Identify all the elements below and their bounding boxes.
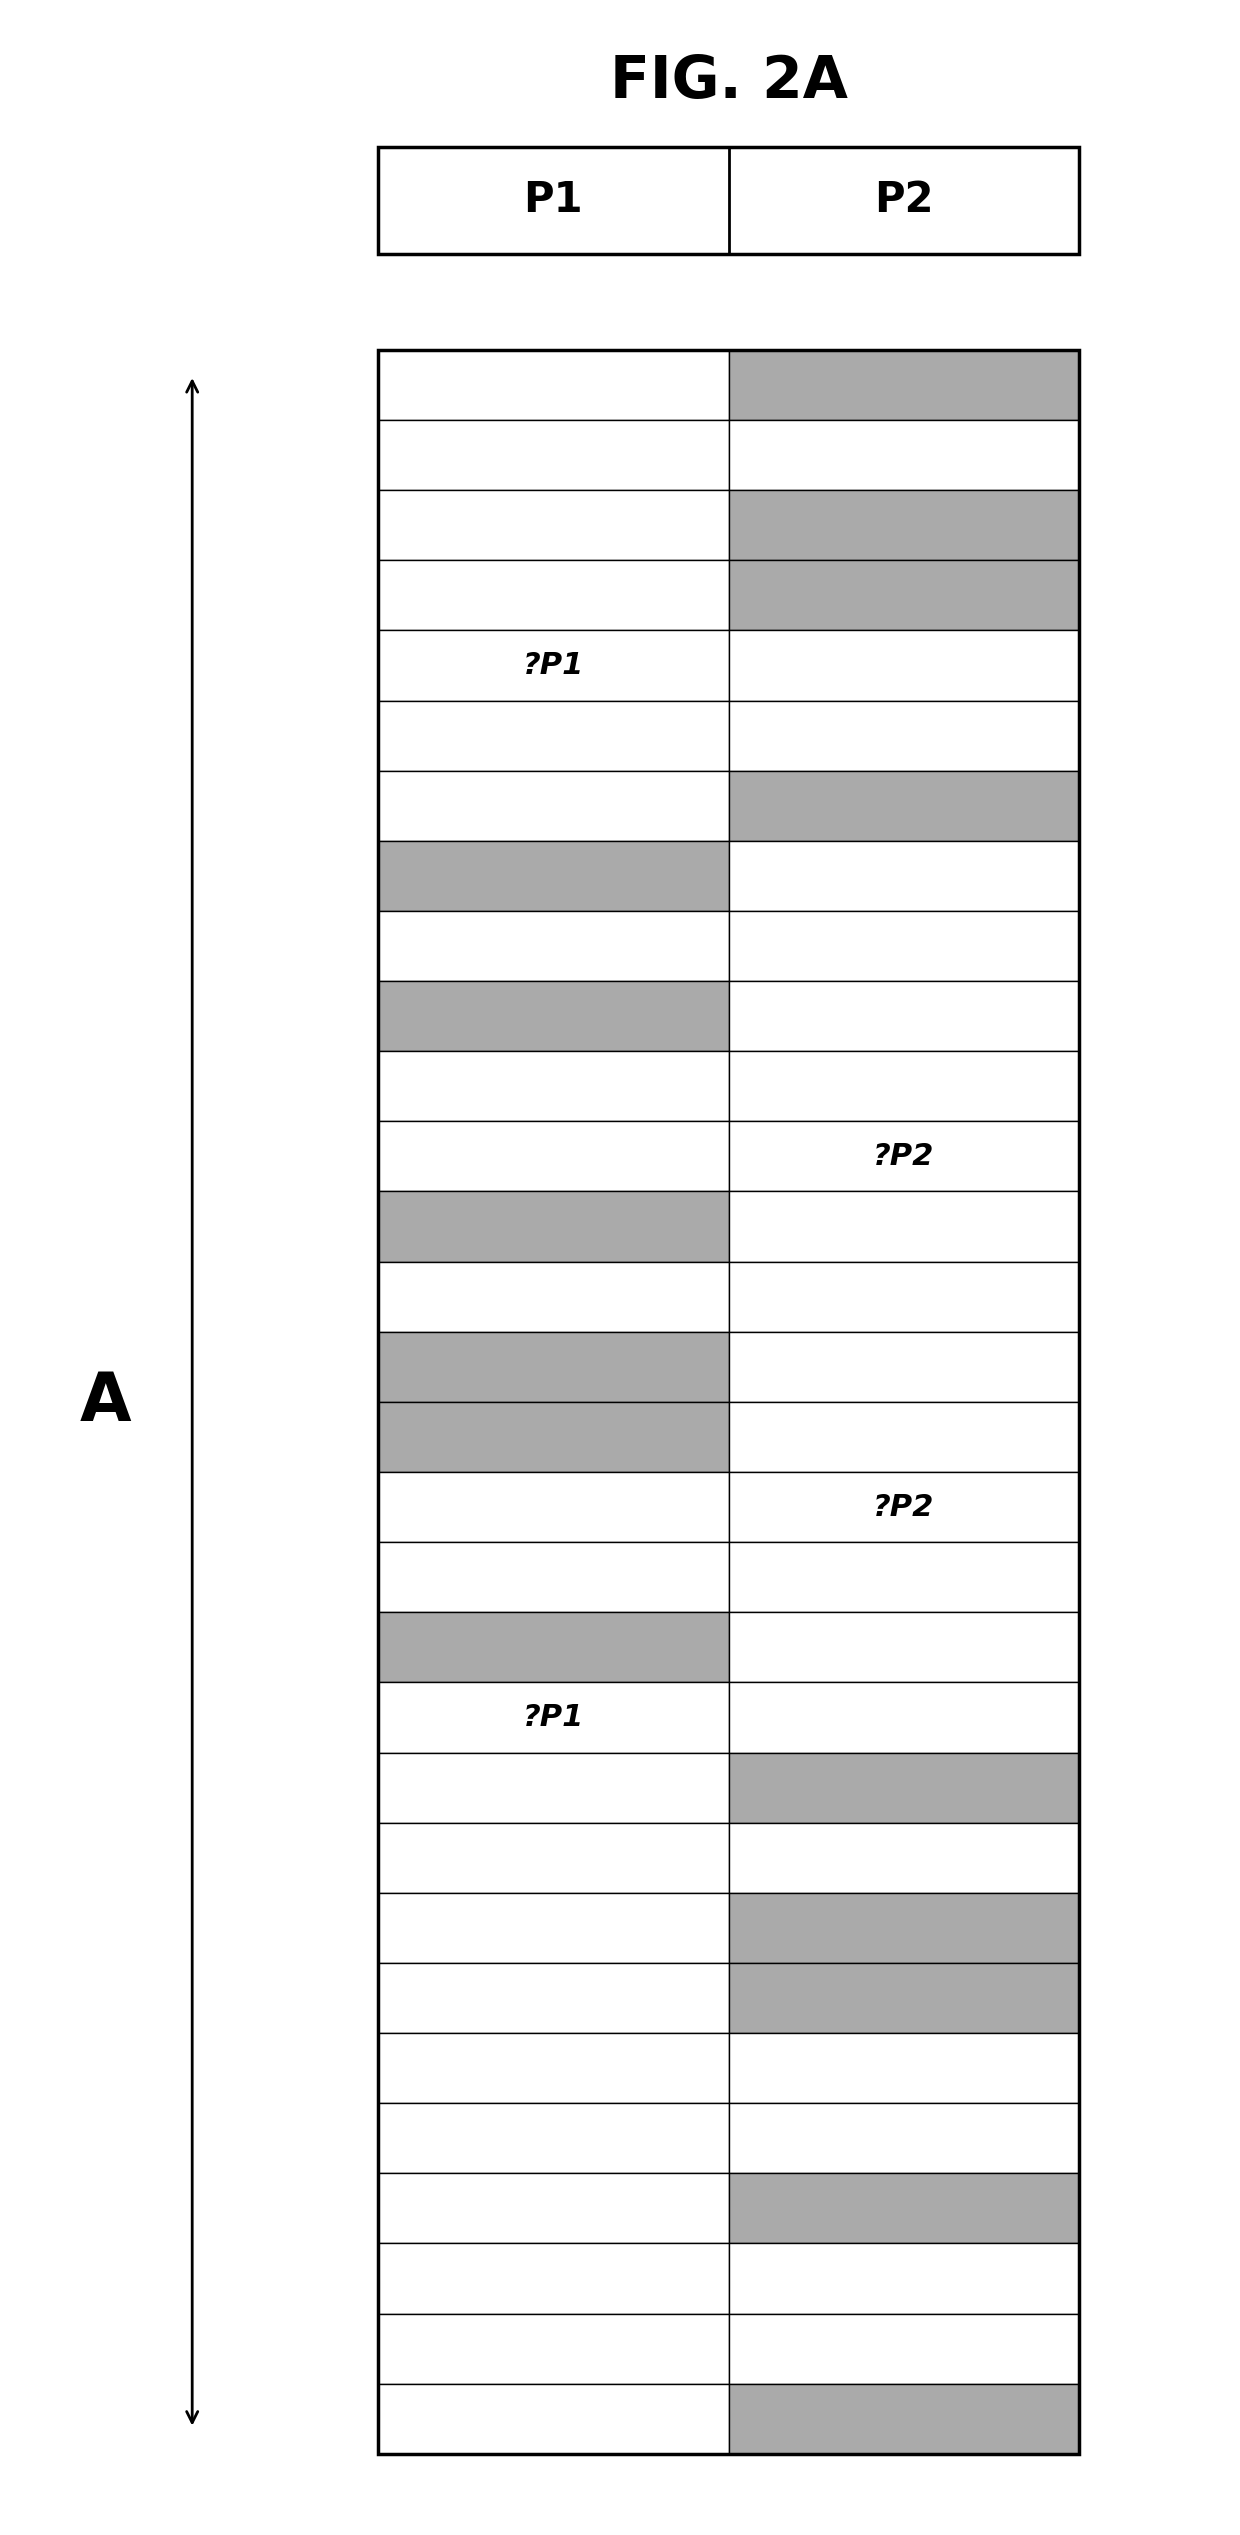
- Bar: [378, 2104, 729, 2172]
- Bar: [378, 1052, 729, 1120]
- Bar: [729, 700, 1079, 771]
- Bar: [729, 1331, 1079, 1402]
- Text: ?P1: ?P1: [523, 651, 584, 679]
- Bar: [378, 1120, 729, 1191]
- Bar: [378, 910, 729, 981]
- Bar: [378, 1894, 729, 1962]
- Bar: [378, 2314, 729, 2383]
- Bar: [729, 1262, 1079, 1331]
- Bar: [378, 700, 729, 771]
- Bar: [378, 1752, 729, 1823]
- Bar: [378, 842, 729, 910]
- Bar: [729, 2383, 1079, 2454]
- Bar: [729, 1752, 1079, 1823]
- Bar: [378, 2172, 729, 2243]
- Text: ?P2: ?P2: [873, 1493, 934, 1521]
- Bar: [729, 2243, 1079, 2314]
- Bar: [378, 1823, 729, 1894]
- Bar: [378, 1541, 729, 1612]
- Text: P1: P1: [523, 180, 583, 221]
- Bar: [378, 1262, 729, 1331]
- Bar: [729, 842, 1079, 910]
- Bar: [729, 1612, 1079, 1683]
- Text: ?P2: ?P2: [873, 1141, 934, 1171]
- Bar: [729, 1191, 1079, 1262]
- Bar: [378, 1962, 729, 2033]
- Bar: [729, 1683, 1079, 1752]
- Bar: [729, 1120, 1079, 1191]
- Bar: [729, 1052, 1079, 1120]
- Bar: [729, 1402, 1079, 1473]
- Bar: [729, 2033, 1079, 2104]
- Bar: [378, 560, 729, 631]
- Bar: [378, 981, 729, 1052]
- Bar: [729, 631, 1079, 700]
- Text: P2: P2: [874, 180, 934, 221]
- Bar: [378, 2383, 729, 2454]
- Text: ?P1: ?P1: [523, 1704, 584, 1731]
- Bar: [378, 1473, 729, 1541]
- Bar: [729, 489, 1079, 560]
- Bar: [378, 631, 729, 700]
- Text: A: A: [79, 1369, 131, 1435]
- Bar: [729, 910, 1079, 981]
- Bar: [378, 350, 1079, 2454]
- Bar: [378, 1191, 729, 1262]
- Bar: [729, 421, 1079, 489]
- Bar: [378, 2243, 729, 2314]
- Bar: [378, 421, 729, 489]
- Bar: [378, 1331, 729, 1402]
- Bar: [729, 981, 1079, 1052]
- Bar: [729, 2172, 1079, 2243]
- Bar: [729, 771, 1079, 842]
- Bar: [378, 489, 729, 560]
- Bar: [729, 1473, 1079, 1541]
- Bar: [729, 350, 1079, 421]
- Bar: [729, 1962, 1079, 2033]
- Bar: [729, 1541, 1079, 1612]
- Bar: [729, 1894, 1079, 1962]
- Text: FIG. 2A: FIG. 2A: [610, 53, 847, 109]
- Bar: [729, 560, 1079, 631]
- Bar: [729, 2314, 1079, 2383]
- Bar: [729, 2104, 1079, 2172]
- Bar: [378, 1402, 729, 1473]
- Bar: [378, 1683, 729, 1752]
- Bar: [378, 350, 729, 421]
- Bar: [378, 771, 729, 842]
- Bar: [378, 147, 1079, 254]
- Bar: [729, 1823, 1079, 1894]
- Bar: [378, 1612, 729, 1683]
- Bar: [378, 2033, 729, 2104]
